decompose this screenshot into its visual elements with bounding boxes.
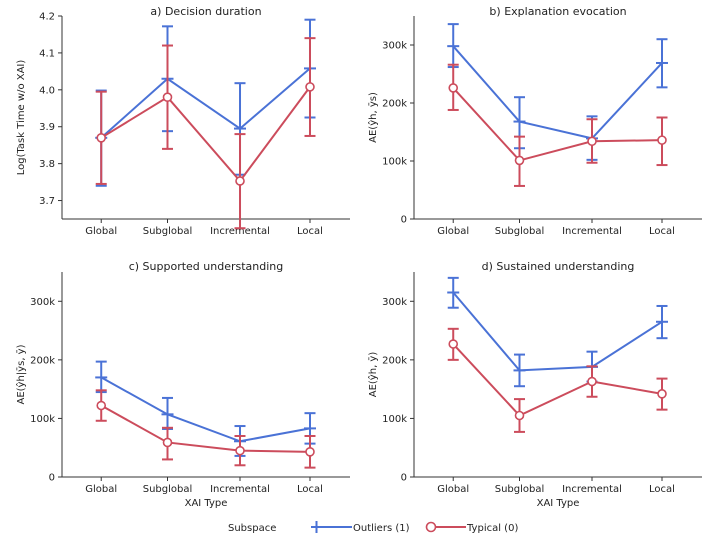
y-tick-label: 0 (49, 473, 55, 484)
series-line (452, 45, 663, 140)
data-point-circle (305, 447, 315, 457)
series-line (100, 376, 311, 443)
x-tick-label: Incremental (210, 226, 270, 237)
x-tick-label: Subglobal (495, 484, 545, 495)
x-tick-label: Global (437, 226, 469, 237)
panel-2: 0 100k 200k 300k Global Subglobal Incremental L… (367, 5, 702, 237)
x-tick-label: Local (649, 226, 675, 237)
y-tick-label: 100k (382, 414, 407, 425)
x-tick-label: Local (297, 226, 323, 237)
data-point-circle (162, 92, 173, 102)
x-tick-label: Incremental (210, 484, 270, 495)
series-line (100, 86, 311, 183)
x-tick-label: Global (85, 226, 117, 237)
x-tick-label: Incremental (562, 226, 622, 237)
y-axis-label: Log(Task Time w/o XAI) (16, 60, 27, 176)
y-tick-label: 3.7 (39, 196, 55, 207)
x-tick-label: Subglobal (495, 226, 545, 237)
data-point-circle (657, 389, 667, 399)
data-point-circle (657, 135, 667, 145)
series-typical (447, 63, 668, 187)
series-typical (95, 37, 316, 230)
legend-typical-label: Typical (0) (466, 523, 518, 534)
y-tick-label: 200k (382, 99, 407, 110)
y-tick-label: 3.8 (39, 159, 55, 170)
x-axis-label: XAI Type (537, 498, 580, 509)
data-point-circle (96, 133, 107, 143)
y-axis-label: AE(ŷh, ȳs) (367, 92, 379, 143)
series-outliers (95, 18, 316, 187)
data-point-circle (587, 376, 597, 387)
series-line (452, 291, 663, 372)
chart-title: c) Supported understanding (129, 260, 284, 273)
series-line (452, 87, 663, 162)
x-tick-label: Subglobal (143, 484, 193, 495)
legend: Subspace Outliers (1) Typical (0) (228, 521, 518, 534)
chart-title: a) Decision duration (150, 5, 261, 18)
data-point-circle (235, 176, 245, 186)
y-tick-label: 4.0 (39, 85, 55, 96)
y-tick-label: 3.9 (39, 122, 55, 133)
chart-title: b) Explanation evocation (489, 5, 626, 18)
series-typical (447, 327, 668, 433)
data-point-circle (448, 339, 459, 349)
y-tick-label: 100k (382, 157, 407, 168)
series-outliers (95, 360, 316, 457)
data-point-circle (96, 400, 107, 411)
y-tick-label: 200k (30, 355, 55, 366)
legend-typical-marker (425, 521, 437, 533)
series-outliers (447, 276, 668, 388)
panel-3: 0 100k 200k 300k Global Subglobal Incremental L… (15, 260, 350, 509)
y-tick-label: 4.1 (39, 48, 55, 59)
legend-title: Subspace (228, 523, 276, 534)
data-point-circle (514, 410, 525, 421)
panel-4: 0 100k 200k 300k Global Subglobal Incremental L… (367, 260, 702, 509)
series-line (100, 67, 311, 139)
x-tick-label: Local (297, 484, 323, 495)
y-tick-label: 100k (30, 414, 55, 425)
y-tick-label: 0 (401, 473, 407, 484)
y-tick-label: 300k (30, 297, 55, 308)
y-tick-label: 0 (401, 215, 407, 226)
chart-title: d) Sustained understanding (482, 260, 635, 273)
legend-outliers-label: Outliers (1) (353, 523, 410, 534)
y-tick-label: 4.2 (39, 12, 55, 23)
y-tick-label: 300k (382, 41, 407, 52)
x-tick-label: Local (649, 484, 675, 495)
x-tick-label: Global (85, 484, 117, 495)
data-point-circle (305, 82, 315, 92)
x-axis-label: XAI Type (185, 498, 228, 509)
y-tick-label: 300k (382, 297, 407, 308)
series-typical (95, 389, 316, 469)
x-tick-label: Subglobal (143, 226, 193, 237)
series-line (100, 404, 311, 453)
y-axis-label: AE(ŷh|ȳs, ȳ) (15, 344, 27, 404)
data-point-circle (514, 155, 525, 166)
data-point-circle (162, 437, 173, 448)
series-outliers (447, 23, 668, 161)
x-tick-label: Global (437, 484, 469, 495)
x-tick-label: Incremental (562, 484, 622, 495)
data-point-circle (235, 445, 245, 456)
data-point-circle (587, 136, 597, 147)
y-axis-label: AE(ŷh, ȳ) (367, 352, 379, 398)
y-tick-label: 200k (382, 355, 407, 366)
series-line (452, 343, 663, 417)
data-point-circle (448, 83, 459, 93)
panel-1: 3.7 3.8 3.9 4.0 4.1 4.2 Global Subglobal Increme… (16, 5, 350, 237)
